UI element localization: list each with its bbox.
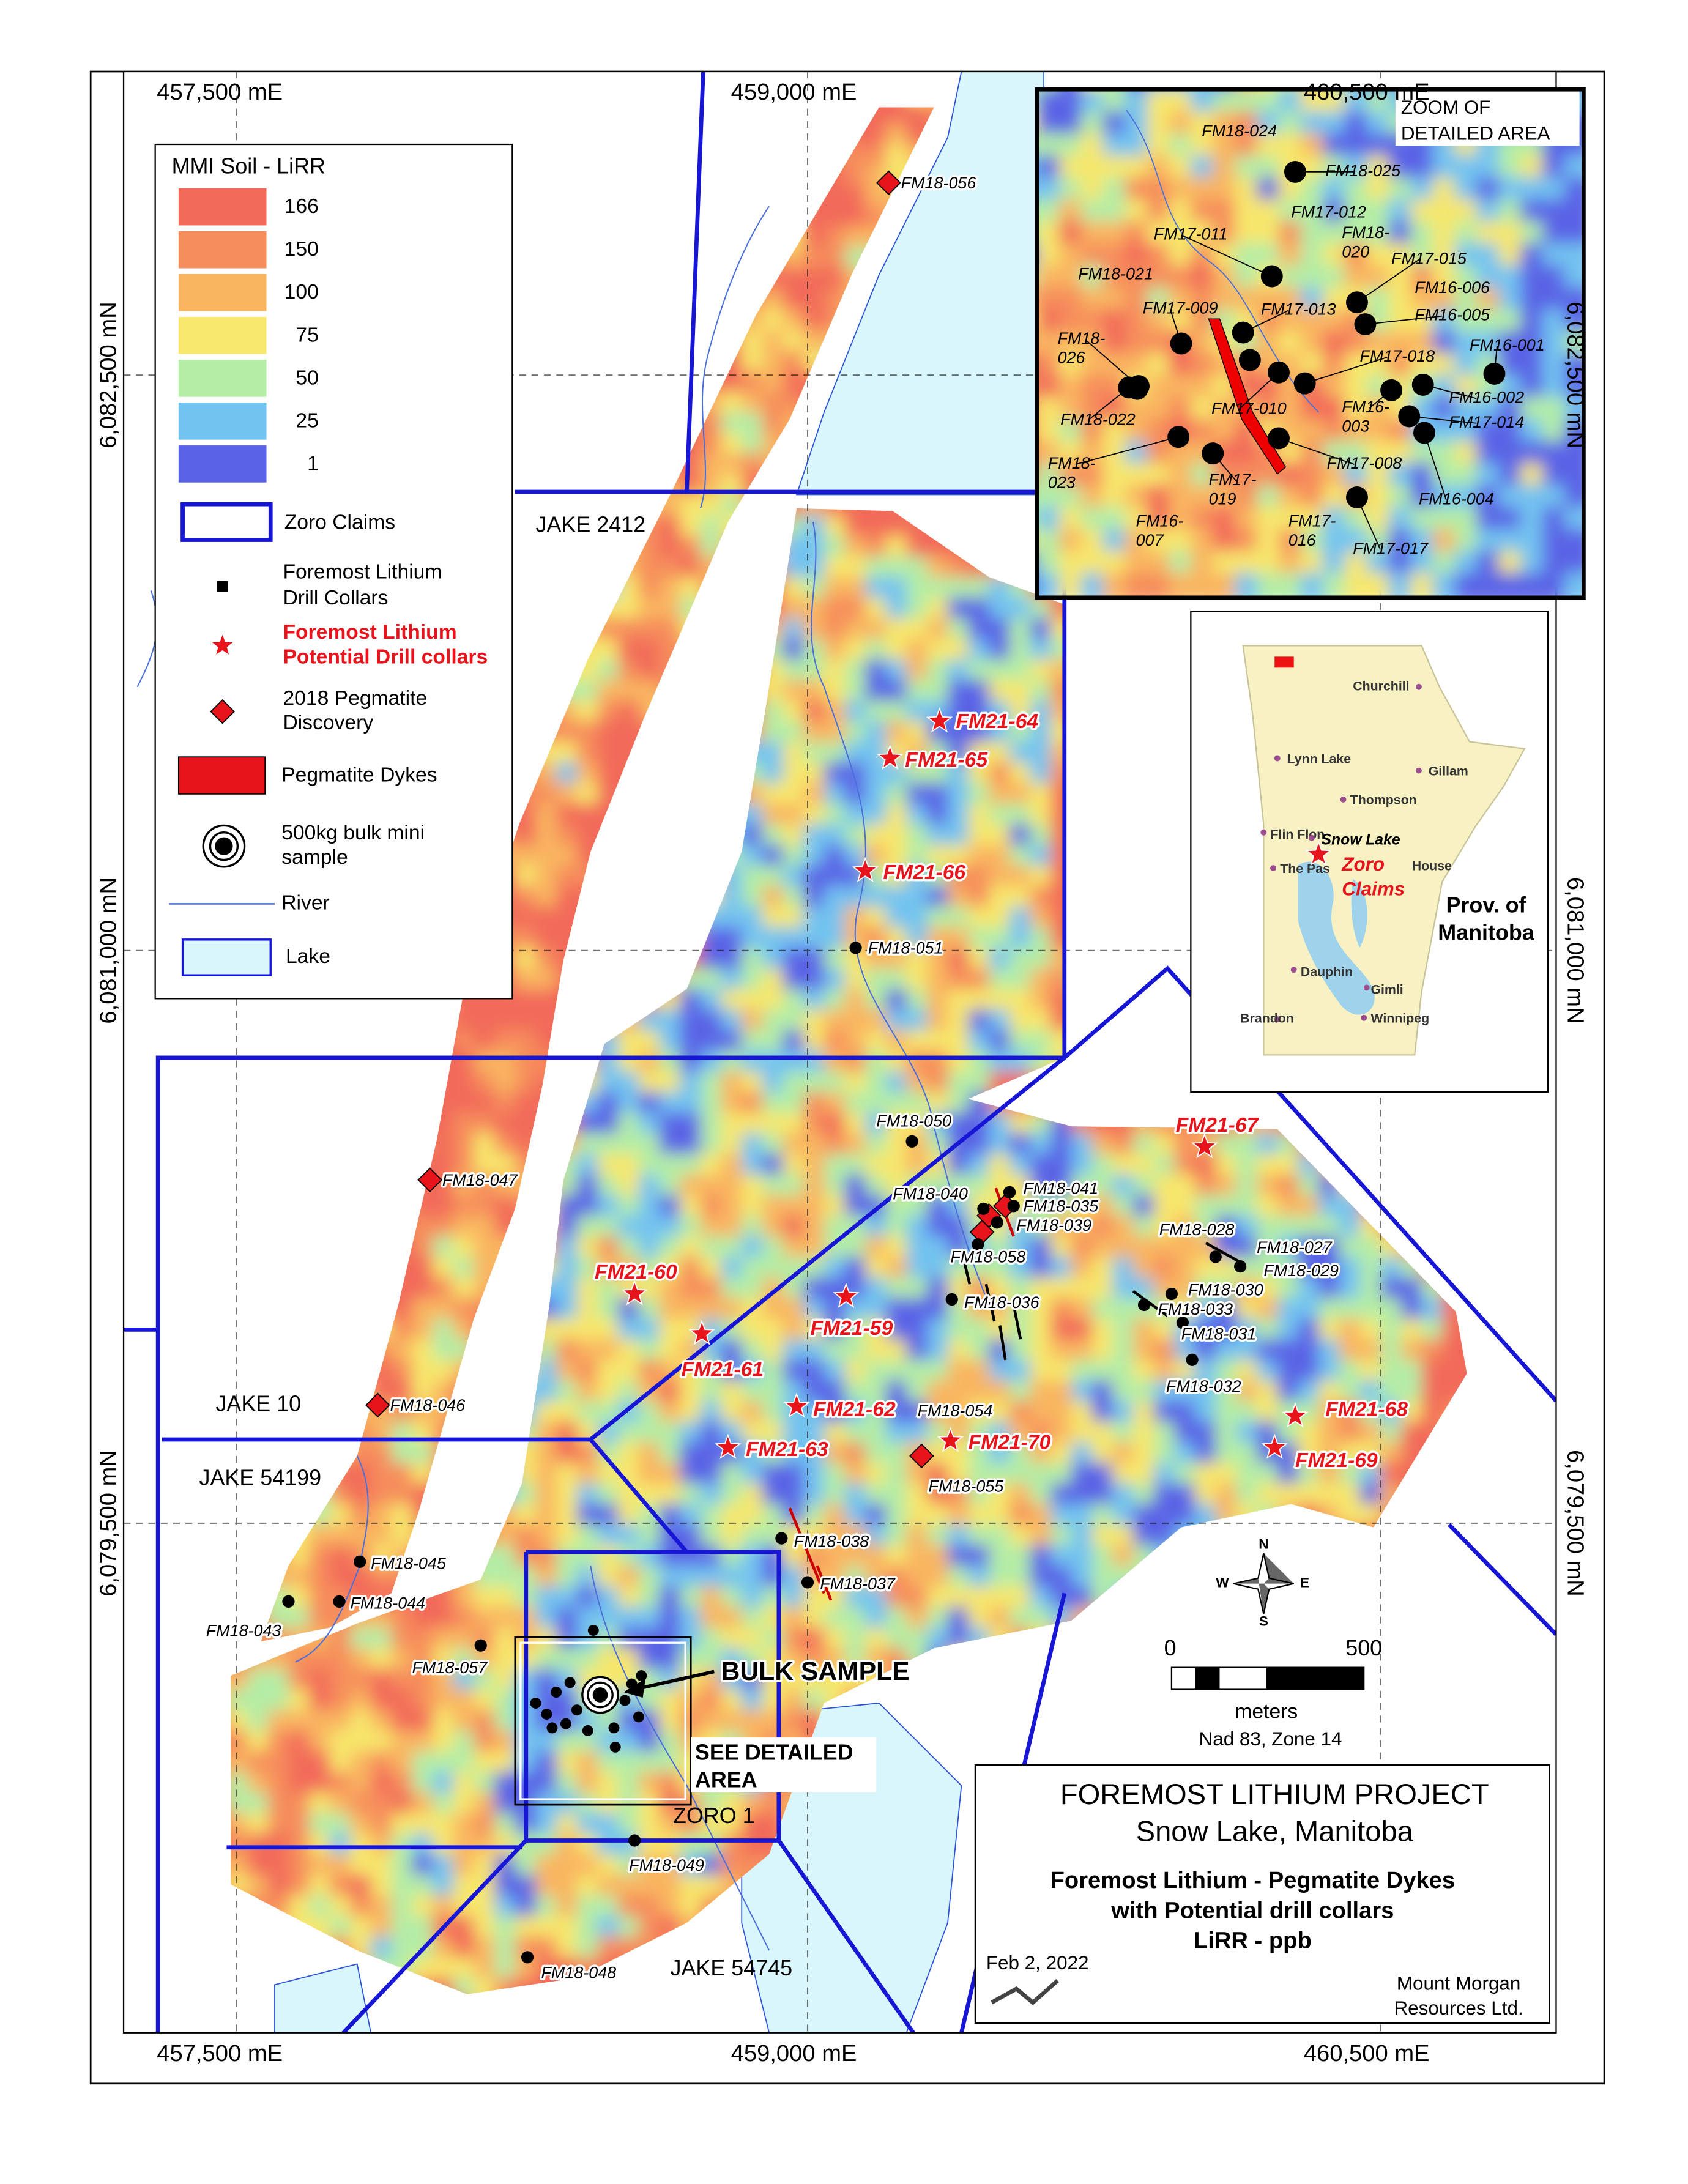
lake: [274, 1963, 372, 2033]
